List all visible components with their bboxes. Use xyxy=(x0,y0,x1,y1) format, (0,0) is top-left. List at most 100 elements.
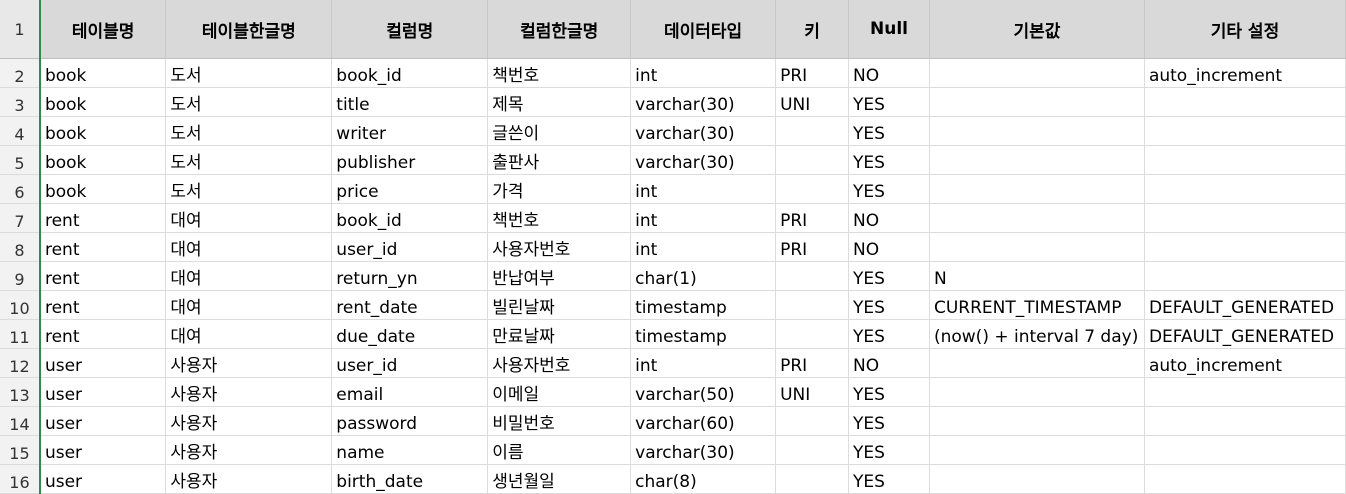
cell[interactable] xyxy=(1144,145,1346,175)
cell[interactable]: 사용자 xyxy=(165,435,333,465)
row-number[interactable]: 1 xyxy=(0,0,41,59)
cell[interactable] xyxy=(929,145,1145,175)
cell[interactable]: int xyxy=(630,203,777,233)
cell[interactable]: user xyxy=(39,348,167,378)
cell[interactable]: int xyxy=(630,58,777,88)
cell[interactable] xyxy=(1144,232,1346,262)
cell[interactable]: 이름 xyxy=(487,435,632,465)
cell[interactable]: YES xyxy=(848,406,930,436)
cell[interactable] xyxy=(1144,435,1346,465)
cell[interactable]: YES xyxy=(848,261,930,291)
cell[interactable]: char(1) xyxy=(630,261,777,291)
cell[interactable]: 반납여부 xyxy=(487,261,632,291)
row-number[interactable]: 6 xyxy=(0,174,41,204)
cell[interactable]: 사용자번호 xyxy=(487,232,632,262)
cell[interactable]: 비밀번호 xyxy=(487,406,632,436)
cell[interactable]: user xyxy=(39,464,167,494)
cell[interactable] xyxy=(929,203,1145,233)
cell[interactable]: rent xyxy=(39,261,167,291)
cell[interactable]: 도서 xyxy=(165,116,333,146)
cell[interactable]: book_id xyxy=(331,203,489,233)
cell[interactable] xyxy=(929,174,1145,204)
cell[interactable]: book xyxy=(39,174,167,204)
cell[interactable]: rent xyxy=(39,203,167,233)
cell[interactable]: int xyxy=(630,232,777,262)
row-number[interactable]: 16 xyxy=(0,464,41,494)
cell[interactable]: rent_date xyxy=(331,290,489,320)
row-number[interactable]: 3 xyxy=(0,87,41,117)
cell[interactable]: CURRENT_TIMESTAMP xyxy=(929,290,1145,320)
cell[interactable]: email xyxy=(331,377,489,407)
row-number[interactable]: 8 xyxy=(0,232,41,262)
cell[interactable]: 대여 xyxy=(165,203,333,233)
cell[interactable] xyxy=(929,377,1145,407)
cell[interactable]: writer xyxy=(331,116,489,146)
cell[interactable]: 대여 xyxy=(165,319,333,349)
cell[interactable]: 대여 xyxy=(165,261,333,291)
cell[interactable]: price xyxy=(331,174,489,204)
cell[interactable]: 대여 xyxy=(165,290,333,320)
cell[interactable]: YES xyxy=(848,377,930,407)
cell[interactable]: 사용자 xyxy=(165,348,333,378)
cell[interactable]: NO xyxy=(848,348,930,378)
row-number[interactable]: 7 xyxy=(0,203,41,233)
cell[interactable]: rent xyxy=(39,232,167,262)
cell[interactable]: book xyxy=(39,58,167,88)
cell[interactable] xyxy=(775,261,850,291)
cell[interactable]: NO xyxy=(848,232,930,262)
cell[interactable]: UNI xyxy=(775,377,850,407)
cell[interactable]: YES xyxy=(848,87,930,117)
cell[interactable]: 제목 xyxy=(487,87,632,117)
cell[interactable]: password xyxy=(331,406,489,436)
cell[interactable]: PRI xyxy=(775,348,850,378)
cell[interactable] xyxy=(1144,174,1346,204)
cell[interactable] xyxy=(929,58,1145,88)
cell[interactable]: book xyxy=(39,145,167,175)
row-number[interactable]: 5 xyxy=(0,145,41,175)
cell[interactable]: YES xyxy=(848,145,930,175)
cell[interactable]: NO xyxy=(848,58,930,88)
cell[interactable]: DEFAULT_GENERATED xyxy=(1144,290,1346,320)
cell[interactable]: PRI xyxy=(775,232,850,262)
cell[interactable]: 도서 xyxy=(165,87,333,117)
cell[interactable]: 사용자 xyxy=(165,406,333,436)
cell[interactable]: PRI xyxy=(775,203,850,233)
cell[interactable] xyxy=(1144,377,1346,407)
cell[interactable] xyxy=(775,116,850,146)
header-cell[interactable]: 컬럼한글명 xyxy=(487,0,632,59)
row-number[interactable]: 15 xyxy=(0,435,41,465)
cell[interactable]: user xyxy=(39,435,167,465)
cell[interactable]: (now() + interval 7 day) xyxy=(929,319,1145,349)
header-cell[interactable]: 테이블명 xyxy=(39,0,167,59)
cell[interactable]: book xyxy=(39,87,167,117)
cell[interactable] xyxy=(775,464,850,494)
cell[interactable]: 사용자번호 xyxy=(487,348,632,378)
cell[interactable]: NO xyxy=(848,203,930,233)
cell[interactable] xyxy=(929,406,1145,436)
cell[interactable]: rent xyxy=(39,290,167,320)
cell[interactable] xyxy=(929,232,1145,262)
cell[interactable] xyxy=(929,116,1145,146)
header-cell[interactable]: 데이터타입 xyxy=(630,0,777,59)
header-cell[interactable]: 테이블한글명 xyxy=(165,0,333,59)
cell[interactable]: int xyxy=(630,348,777,378)
cell[interactable] xyxy=(1144,464,1346,494)
row-number[interactable]: 2 xyxy=(0,58,41,88)
cell[interactable]: user xyxy=(39,406,167,436)
cell[interactable]: due_date xyxy=(331,319,489,349)
cell[interactable]: birth_date xyxy=(331,464,489,494)
cell[interactable]: UNI xyxy=(775,87,850,117)
cell[interactable]: 사용자 xyxy=(165,464,333,494)
cell[interactable]: 도서 xyxy=(165,145,333,175)
row-number[interactable]: 10 xyxy=(0,290,41,320)
cell[interactable]: varchar(30) xyxy=(630,116,777,146)
cell[interactable] xyxy=(1144,406,1346,436)
cell[interactable]: timestamp xyxy=(630,319,777,349)
cell[interactable]: name xyxy=(331,435,489,465)
row-number[interactable]: 11 xyxy=(0,319,41,349)
cell[interactable] xyxy=(929,87,1145,117)
cell[interactable]: 이메일 xyxy=(487,377,632,407)
cell[interactable]: title xyxy=(331,87,489,117)
cell[interactable] xyxy=(775,435,850,465)
cell[interactable]: YES xyxy=(848,464,930,494)
